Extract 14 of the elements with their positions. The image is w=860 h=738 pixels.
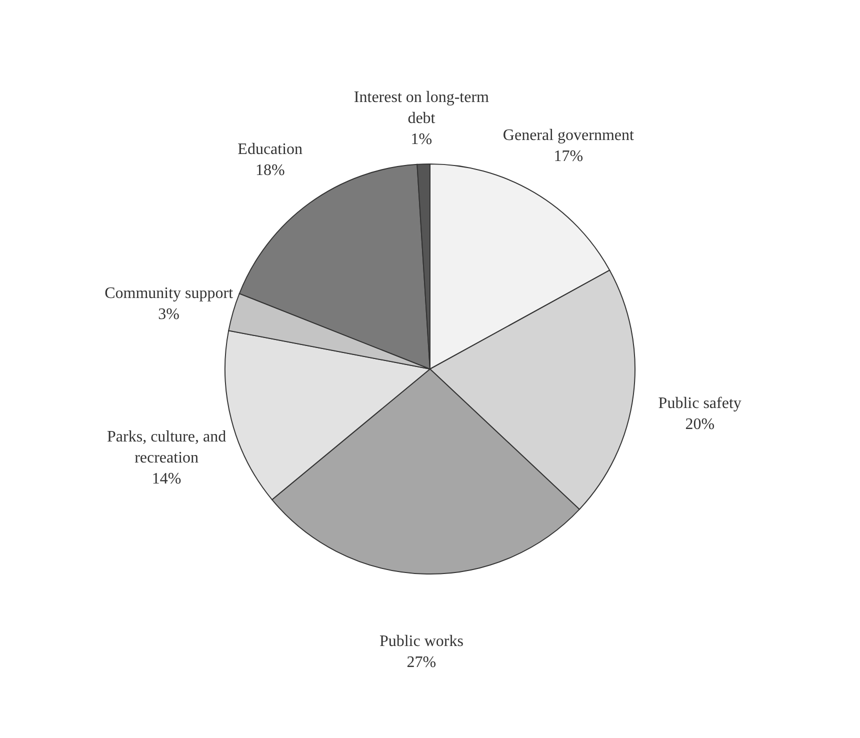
data-label: 3% xyxy=(158,306,180,324)
slice-label: Education xyxy=(238,140,303,158)
slice-label: Public works xyxy=(379,632,464,650)
slice-label: Parks, culture, and recreation xyxy=(107,428,226,467)
slice-label: Community support xyxy=(104,285,234,302)
slice-label: Interest on long-term debt xyxy=(354,89,490,128)
data-label: 1% xyxy=(410,131,432,148)
slice-label: Public safety xyxy=(658,395,742,412)
slice-label: General government xyxy=(502,126,635,144)
data-label: 14% xyxy=(152,470,182,488)
data-label: 17% xyxy=(554,148,584,165)
data-label: 20% xyxy=(685,416,715,434)
data-label: 18% xyxy=(255,162,285,179)
data-label: 27% xyxy=(406,654,436,671)
